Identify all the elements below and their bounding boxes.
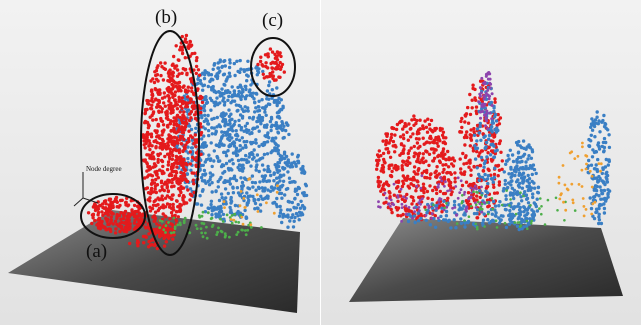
right-3d-scatter (321, 0, 641, 325)
node-degree-label: Node degree (86, 165, 122, 173)
ground-surface (349, 218, 623, 302)
annotation-ellipse-a (80, 193, 146, 239)
ground-surface (8, 210, 300, 313)
right-visualization-panel (321, 0, 641, 325)
annotation-ellipse-b (140, 30, 200, 256)
annotation-label-a: (a) (86, 241, 107, 262)
annotation-ellipse-c (250, 37, 296, 97)
left-3d-scatter: Node degree (a) (b) (c) (0, 0, 320, 325)
annotation-label-c: (c) (262, 10, 283, 31)
data-points (375, 71, 612, 232)
annotation-label-b: (b) (155, 7, 177, 28)
data-points (86, 33, 309, 251)
left-visualization-panel: Node degree (a) (b) (c) (0, 0, 320, 325)
